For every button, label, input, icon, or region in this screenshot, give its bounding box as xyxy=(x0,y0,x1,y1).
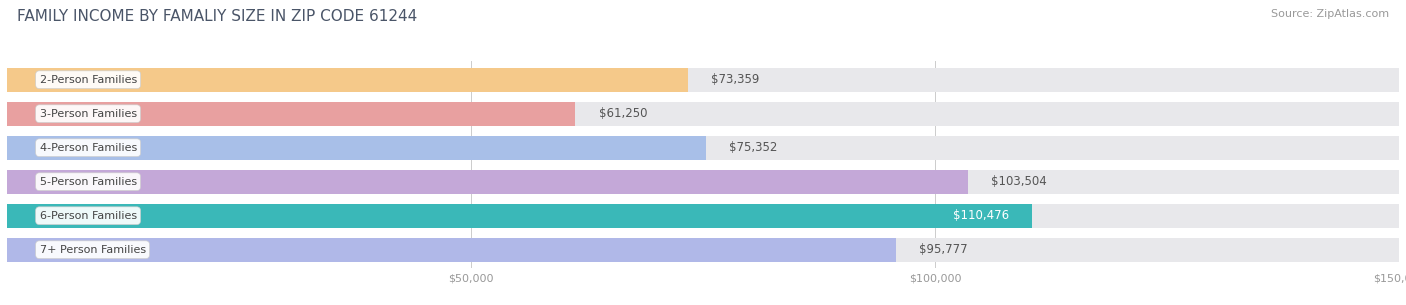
Text: Source: ZipAtlas.com: Source: ZipAtlas.com xyxy=(1271,9,1389,19)
Text: $75,352: $75,352 xyxy=(730,141,778,154)
Bar xyxy=(7,136,1399,160)
Bar xyxy=(7,170,1399,194)
Bar xyxy=(7,102,575,126)
Bar xyxy=(7,102,1399,126)
Text: $61,250: $61,250 xyxy=(599,107,647,120)
Text: 3-Person Families: 3-Person Families xyxy=(39,109,136,119)
Bar xyxy=(7,238,896,262)
Bar xyxy=(7,238,1399,262)
Text: 6-Person Families: 6-Person Families xyxy=(39,211,136,221)
Text: $95,777: $95,777 xyxy=(920,243,967,256)
Bar xyxy=(7,204,1399,228)
Text: FAMILY INCOME BY FAMALIY SIZE IN ZIP CODE 61244: FAMILY INCOME BY FAMALIY SIZE IN ZIP COD… xyxy=(17,9,418,24)
Text: $110,476: $110,476 xyxy=(953,209,1010,222)
Text: 2-Person Families: 2-Person Families xyxy=(39,75,136,85)
Text: 4-Person Families: 4-Person Families xyxy=(39,143,136,153)
Bar xyxy=(7,68,1399,92)
Text: $103,504: $103,504 xyxy=(991,175,1046,188)
Text: 5-Person Families: 5-Person Families xyxy=(39,177,136,187)
Text: 7+ Person Families: 7+ Person Families xyxy=(39,245,146,255)
Bar xyxy=(7,170,967,194)
Bar xyxy=(7,204,1032,228)
Text: $73,359: $73,359 xyxy=(711,73,759,86)
Bar xyxy=(7,68,688,92)
Bar xyxy=(7,136,706,160)
